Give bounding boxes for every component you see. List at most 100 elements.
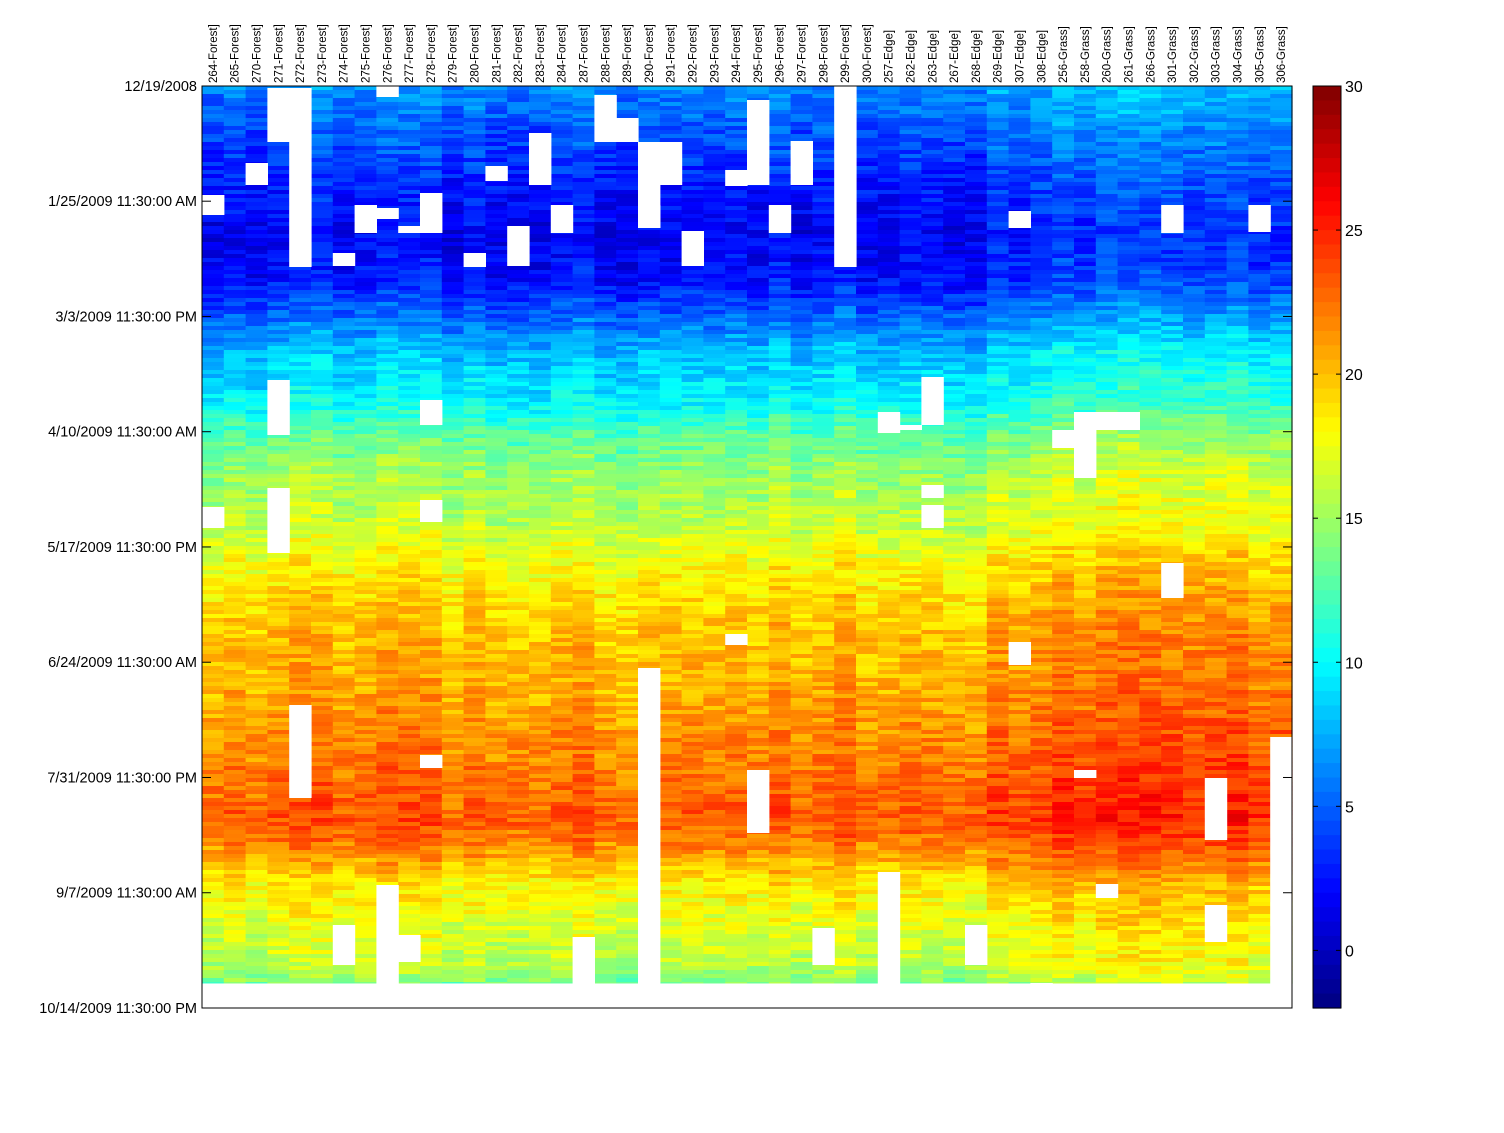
heatmap-cell <box>398 834 421 839</box>
heatmap-cell <box>594 718 617 723</box>
heatmap-cell <box>485 878 508 883</box>
heatmap-cell <box>398 282 421 287</box>
heatmap-cell <box>202 934 225 939</box>
heatmap-cell <box>311 154 334 159</box>
heatmap-cell <box>267 294 290 299</box>
heatmap-cell <box>441 94 465 99</box>
heatmap-cell <box>529 102 552 107</box>
heatmap-cell <box>485 694 508 699</box>
heatmap-cell <box>311 542 334 547</box>
heatmap-cell <box>376 366 399 371</box>
heatmap-cell <box>441 610 465 615</box>
heatmap-cell <box>267 586 290 591</box>
heatmap-cell <box>376 242 399 247</box>
heatmap-cell <box>420 490 443 495</box>
heatmap-cell <box>223 878 247 883</box>
heatmap-cell <box>311 182 334 187</box>
heatmap-cell <box>616 90 639 95</box>
heatmap-cell <box>223 726 247 731</box>
heatmap-cell <box>507 726 530 731</box>
heatmap-cell <box>311 146 334 151</box>
heatmap-cell <box>311 498 334 503</box>
heatmap-cell <box>616 226 639 231</box>
heatmap-cell <box>202 150 225 155</box>
heatmap-cell <box>659 310 683 315</box>
heatmap-cell <box>420 342 443 347</box>
heatmap-cell <box>420 830 443 835</box>
heatmap-cell <box>616 902 639 907</box>
heatmap-cell <box>463 310 486 315</box>
heatmap-cell <box>594 238 617 243</box>
heatmap-cell <box>332 458 356 463</box>
heatmap-cell <box>332 358 356 363</box>
heatmap-cell <box>463 682 486 687</box>
heatmap-cell <box>550 546 574 551</box>
heatmap-cell <box>267 226 290 231</box>
heatmap-cell <box>354 662 377 667</box>
heatmap-cell <box>550 818 574 823</box>
heatmap-cell <box>463 538 486 543</box>
heatmap-cell <box>376 234 399 239</box>
heatmap-cell <box>463 754 486 759</box>
heatmap-cell <box>616 802 639 807</box>
heatmap-cell <box>420 238 443 243</box>
heatmap-cell <box>659 450 683 455</box>
heatmap-cell <box>202 834 225 839</box>
heatmap-cell <box>594 846 617 851</box>
heatmap-cell <box>463 214 486 219</box>
heatmap-cell <box>507 462 530 467</box>
heatmap-cell <box>420 310 443 315</box>
heatmap-cell <box>638 126 661 131</box>
heatmap-cell <box>223 278 247 283</box>
heatmap-cell <box>311 546 334 551</box>
heatmap-cell <box>311 242 334 247</box>
heatmap-cell <box>507 606 530 611</box>
heatmap-cell <box>354 266 377 271</box>
heatmap-cell <box>616 798 639 803</box>
heatmap-cell <box>594 842 617 847</box>
heatmap-cell <box>463 366 486 371</box>
heatmap-cell <box>245 794 268 799</box>
heatmap-cell <box>594 702 617 707</box>
heatmap-cell <box>267 614 290 619</box>
heatmap-cell <box>441 498 465 503</box>
heatmap-cell <box>223 206 247 211</box>
heatmap-cell <box>202 454 225 459</box>
heatmap-cell <box>594 534 617 539</box>
heatmap-cell <box>223 334 247 339</box>
heatmap-cell <box>463 598 486 603</box>
heatmap-cell <box>267 954 290 959</box>
heatmap-cell <box>659 634 683 639</box>
heatmap-cell <box>659 546 683 551</box>
heatmap-cell <box>420 358 443 363</box>
heatmap-cell <box>289 438 312 443</box>
heatmap-cell <box>376 230 399 235</box>
heatmap-cell <box>223 406 247 411</box>
heatmap-cell <box>245 530 268 535</box>
heatmap-cell <box>202 562 225 567</box>
heatmap-cell <box>594 590 617 595</box>
heatmap-cell <box>441 926 465 931</box>
heatmap-cell <box>594 402 617 407</box>
heatmap-cell <box>572 474 595 479</box>
heatmap-cell <box>507 222 530 227</box>
heatmap-cell <box>202 838 225 843</box>
heatmap-cell <box>354 958 377 963</box>
heatmap-cell <box>398 154 421 159</box>
heatmap-cell <box>485 182 508 187</box>
heatmap-cell <box>223 226 247 231</box>
heatmap-cell <box>245 110 268 115</box>
heatmap-cell <box>441 278 465 283</box>
heatmap-cell <box>485 390 508 395</box>
heatmap-cell <box>594 210 617 215</box>
heatmap-cell <box>332 194 356 199</box>
heatmap-cell <box>354 474 377 479</box>
heatmap-cell <box>267 850 290 855</box>
heatmap-cell <box>267 934 290 939</box>
heatmap-cell <box>659 926 683 931</box>
heatmap-cell <box>485 142 508 147</box>
heatmap-cell <box>572 698 595 703</box>
heatmap-cell <box>485 242 508 247</box>
heatmap-cell <box>354 518 377 523</box>
heatmap-cell <box>420 598 443 603</box>
